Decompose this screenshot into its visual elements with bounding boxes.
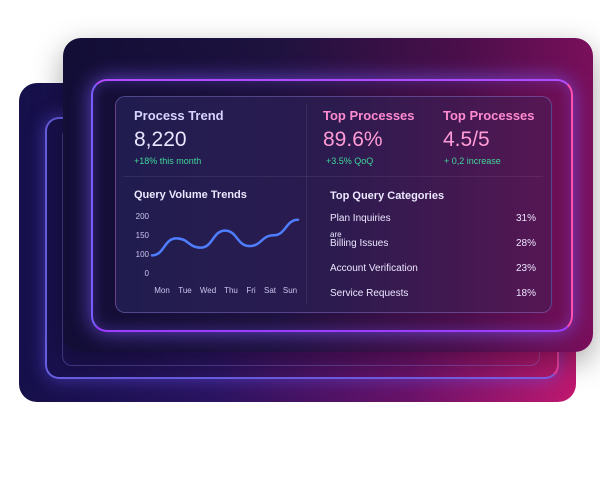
kpi-process-trend-delta: +18% this month — [134, 156, 202, 166]
category-name-account-verification: Account Verification — [330, 263, 418, 274]
y-tick-label: 150 — [135, 231, 149, 240]
x-tick-label: Sat — [263, 286, 276, 295]
kpi-rating-value: 4.5/5 — [443, 128, 490, 151]
y-tick-label: 0 — [144, 269, 149, 278]
panel-divider-vertical — [306, 104, 307, 304]
y-tick-label: 200 — [135, 212, 149, 221]
x-tick-label: Tue — [178, 286, 192, 295]
top-categories-title: Top Query Categories — [330, 190, 445, 202]
panel-divider-horizontal — [123, 176, 543, 177]
query-volume-line-chart — [150, 218, 300, 257]
category-value-billing-issues: 28% — [515, 238, 536, 249]
kpi-rating-label: Top Processes — [443, 108, 535, 123]
category-value-account-verification: 23% — [515, 263, 536, 274]
category-name-plan-inquiries: Plan Inquiries — [330, 213, 391, 224]
x-tick-label: Mon — [154, 286, 170, 295]
dashboard-panel — [115, 96, 552, 313]
query-volume-series-line — [150, 218, 300, 257]
x-tick-label: Fri — [246, 286, 256, 295]
category-name-billing-issues: Billing Issues — [330, 238, 389, 249]
kpi-top-processes-value: 89.6% — [323, 128, 383, 151]
kpi-top-processes-delta: +3.5% QoQ — [326, 156, 374, 166]
category-name-service-requests: Service Requests — [330, 288, 409, 299]
category-value-service-requests: 18% — [515, 288, 536, 299]
kpi-top-processes-label: Top Processes — [323, 108, 415, 123]
x-tick-label: Wed — [199, 286, 217, 295]
kpi-rating-delta: + 0,2 increase — [444, 156, 501, 166]
neon-glow-border — [91, 79, 573, 332]
x-tick-label: Thu — [224, 286, 238, 295]
y-tick-label: 100 — [135, 250, 149, 259]
kpi-process-trend-value: 8,220 — [134, 128, 187, 151]
kpi-process-trend-label: Process Trend — [134, 108, 224, 123]
stray-label-text: are — [330, 230, 342, 239]
x-tick-label: Sun — [282, 286, 298, 295]
category-value-plan-inquiries: 31% — [515, 213, 536, 224]
query-volume-title: Query Volume Trends — [134, 189, 247, 201]
